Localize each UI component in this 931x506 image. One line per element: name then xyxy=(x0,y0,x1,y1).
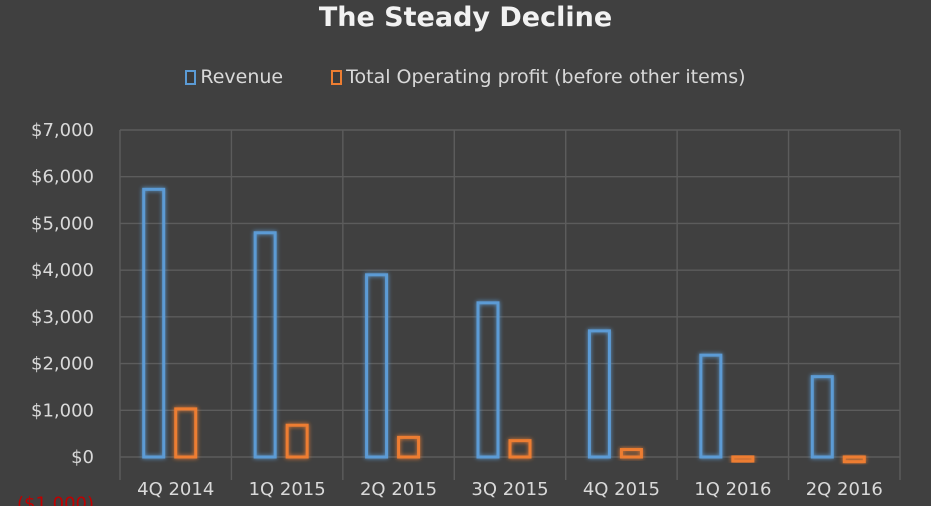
bar-operating-profit xyxy=(619,448,643,459)
bar-operating-profit xyxy=(397,435,421,459)
legend: Revenue Total Operating profit (before o… xyxy=(0,66,931,88)
bar-revenue xyxy=(810,375,834,459)
bar-operating-profit xyxy=(174,407,198,459)
y-tick-label: ($1,000) xyxy=(17,494,94,506)
x-tick-label: 3Q 2015 xyxy=(471,479,548,500)
bar-revenue xyxy=(699,353,723,459)
y-tick-label: $4,000 xyxy=(31,260,94,281)
y-tick-label: $3,000 xyxy=(31,307,94,328)
legend-swatch-revenue xyxy=(185,69,197,85)
x-tick-label: 1Q 2015 xyxy=(249,479,326,500)
legend-label-operating-profit: Total Operating profit (before other ite… xyxy=(346,66,746,88)
bar-revenue xyxy=(142,187,166,459)
bar-operating-profit xyxy=(285,423,309,459)
bar-revenue xyxy=(587,329,611,459)
legend-item-revenue: Revenue xyxy=(185,66,283,88)
y-tick-label: $5,000 xyxy=(31,213,94,234)
y-tick-label: $6,000 xyxy=(31,167,94,188)
x-tick-label: 1Q 2016 xyxy=(694,479,771,500)
x-tick-label: 4Q 2014 xyxy=(137,479,214,500)
y-tick-label: $2,000 xyxy=(31,354,94,375)
bar-operating-profit xyxy=(508,439,532,459)
bar-revenue xyxy=(365,273,389,459)
bar-revenue xyxy=(476,301,500,459)
y-tick-label: $0 xyxy=(71,447,94,468)
bar-revenue xyxy=(253,231,277,459)
legend-swatch-operating-profit xyxy=(331,69,343,85)
legend-label-revenue: Revenue xyxy=(200,66,284,88)
legend-item-operating-profit: Total Operating profit (before other ite… xyxy=(331,66,746,88)
chart-title: The Steady Decline xyxy=(318,2,613,33)
bar-operating-profit xyxy=(842,455,866,464)
y-tick-label: $1,000 xyxy=(31,400,94,421)
x-tick-label: 2Q 2016 xyxy=(806,479,883,500)
x-tick-label: 4Q 2015 xyxy=(583,479,660,500)
x-tick-label: 2Q 2015 xyxy=(360,479,437,500)
y-tick-label: $7,000 xyxy=(31,120,94,141)
bar-operating-profit xyxy=(731,455,755,463)
